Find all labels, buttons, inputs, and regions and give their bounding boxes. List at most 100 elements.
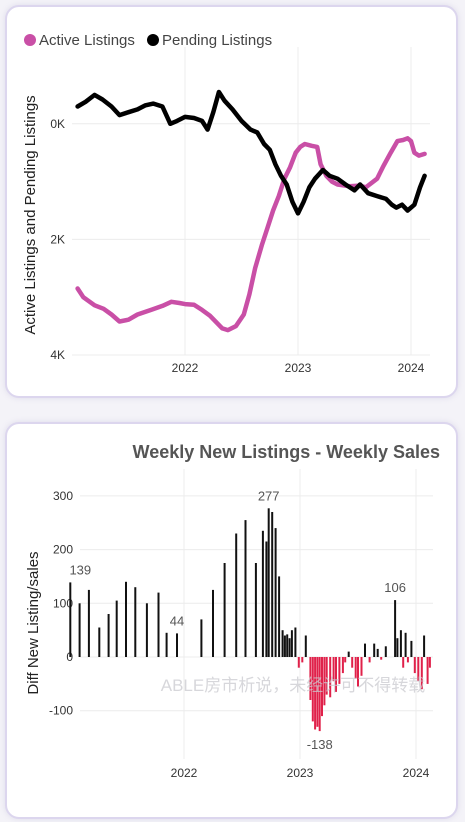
bar-negative <box>417 657 420 682</box>
bar-positive <box>294 627 297 657</box>
bar-negative <box>338 657 341 684</box>
x-tick-label: 2022 <box>172 361 199 375</box>
data-label: 139 <box>69 562 91 577</box>
x-axis-ticks: 2022 2023 2024 <box>171 766 430 780</box>
bar-negative <box>341 657 344 674</box>
legend-marker-active-listings <box>24 34 36 46</box>
bar-positive <box>396 638 399 657</box>
bar-positive <box>283 635 286 657</box>
data-label: 44 <box>170 613 184 628</box>
bar-positive <box>394 600 397 657</box>
bar-positive <box>376 648 379 657</box>
data-label: -138 <box>307 737 333 752</box>
bar-negative <box>301 657 304 663</box>
bar-positive <box>125 581 127 657</box>
y-axis-ticks: 4K 2K 0K <box>50 117 65 362</box>
watermark-text: ABLE房市析说，未经许可不得转载 <box>161 676 425 695</box>
bar-positive <box>115 600 118 657</box>
y-tick-label: 0K <box>50 117 65 131</box>
bar-positive <box>78 603 81 657</box>
y-tick-label: 200 <box>53 543 73 557</box>
bar-positive <box>304 635 307 657</box>
legend: Active Listings Pending Listings <box>24 32 272 49</box>
bar-negative <box>325 657 328 695</box>
bar-negative <box>344 657 347 663</box>
bar-negative <box>332 657 335 682</box>
y-tick-label: 2K <box>50 232 65 246</box>
weekly-diff-chart-card: Weekly New Listings - Weekly Sales Diff … <box>5 422 458 819</box>
listings-line-chart: Active Listings Pending Listings Active … <box>22 32 430 375</box>
legend-marker-pending-listings <box>147 34 159 46</box>
bar-negative <box>351 657 354 668</box>
bar-positive <box>200 619 203 657</box>
bar-negative <box>354 657 357 679</box>
data-label: 106 <box>384 580 406 595</box>
bar-positive <box>399 630 402 657</box>
bar-positive <box>384 646 387 657</box>
bars <box>69 508 431 732</box>
gridlines <box>72 47 430 356</box>
x-axis-ticks: 2022 2023 2024 <box>172 361 425 375</box>
legend-label-pending-listings: Pending Listings <box>162 32 272 49</box>
bar-positive <box>165 632 168 657</box>
series-line-pending-listings <box>75 89 427 216</box>
bar-negative <box>428 657 431 668</box>
bar-positive <box>288 638 291 657</box>
x-tick-label: 2023 <box>287 766 314 780</box>
bar-positive <box>223 563 226 657</box>
bar-negative <box>426 657 429 684</box>
bar-negative <box>335 657 337 692</box>
bar-negative <box>380 657 383 660</box>
bar-negative <box>360 657 363 676</box>
bar-positive <box>423 635 426 657</box>
y-axis-ticks: 3002001000-100 <box>49 489 73 718</box>
bar-positive <box>404 632 407 657</box>
bar-negative <box>311 657 314 722</box>
bar-positive <box>278 576 281 657</box>
data-labels: 139 44 277 -138 106 <box>69 488 406 752</box>
data-label: 277 <box>258 488 280 503</box>
bar-positive <box>254 563 257 657</box>
bar-negative <box>420 657 423 690</box>
bar-positive <box>373 643 376 657</box>
bar-negative <box>316 657 319 727</box>
bar-positive <box>271 512 274 657</box>
bar-positive <box>274 528 277 657</box>
bar-positive <box>261 530 264 657</box>
bar-positive <box>410 640 413 657</box>
bar-negative <box>323 657 326 706</box>
bar-positive <box>69 582 72 657</box>
bar-negative <box>357 657 359 687</box>
bar-positive <box>107 614 110 657</box>
y-axis-title: Diff New Listing/sales <box>25 551 42 694</box>
bar-negative <box>368 657 371 663</box>
bar-negative <box>321 657 323 717</box>
bar-negative <box>309 657 312 700</box>
bar-negative <box>297 657 300 668</box>
bar-positive <box>145 603 148 657</box>
series-lines <box>75 89 427 333</box>
bar-positive <box>364 643 366 657</box>
chart-title: Weekly New Listings - Weekly Sales <box>133 442 440 462</box>
bar-positive <box>235 533 238 657</box>
bar-positive <box>290 630 293 657</box>
bar-positive <box>281 630 284 657</box>
bar-positive <box>87 589 90 657</box>
bar-negative <box>402 657 405 668</box>
x-tick-label: 2022 <box>171 766 198 780</box>
y-axis-title: Active Listings and Pending Listings <box>22 95 39 334</box>
x-tick-label: 2024 <box>403 766 430 780</box>
bar-positive <box>157 592 160 657</box>
bar-negative <box>406 657 409 663</box>
bar-positive <box>98 627 101 657</box>
series-line-active-listings <box>75 136 427 333</box>
x-tick-label: 2024 <box>398 361 425 375</box>
bar-positive <box>347 651 350 657</box>
bar-positive <box>265 541 268 657</box>
bar-positive <box>134 587 137 657</box>
y-tick-label: 100 <box>53 596 73 610</box>
bar-negative <box>413 657 416 674</box>
bar-positive <box>244 520 247 657</box>
weekly-diff-bar-chart: Weekly New Listings - Weekly Sales Diff … <box>25 442 440 780</box>
bar-negative <box>318 657 321 732</box>
